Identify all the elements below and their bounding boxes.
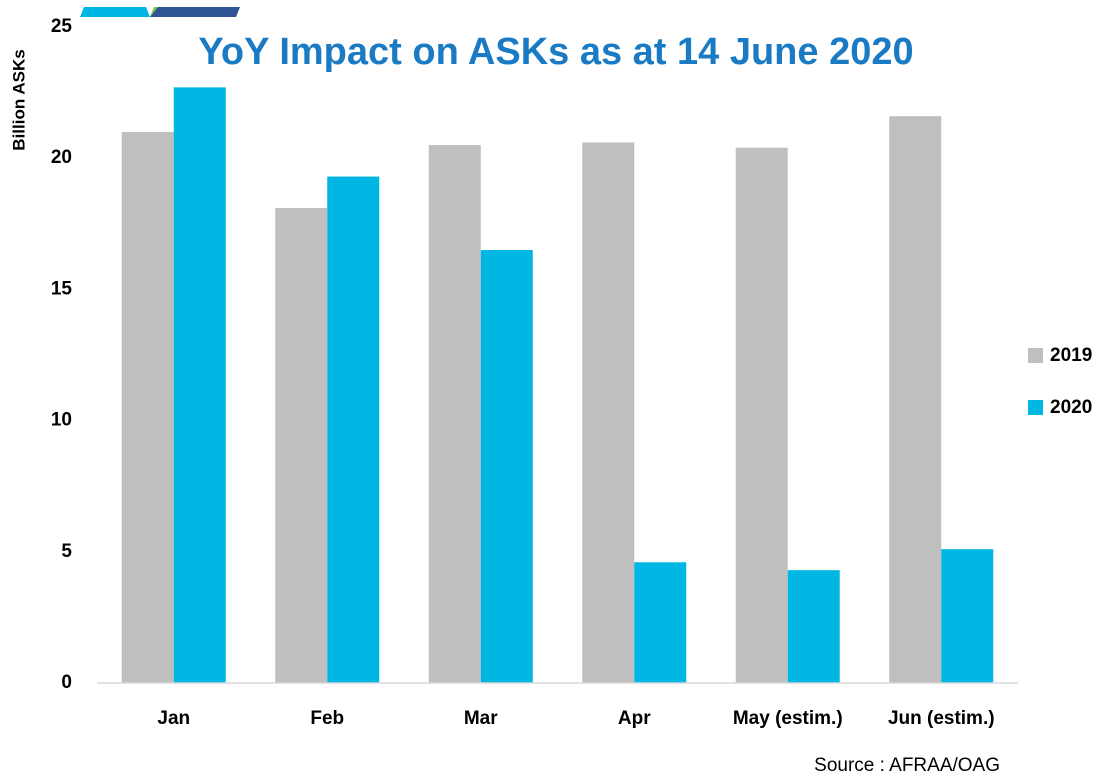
y-axis-label: Billion ASKs (9, 49, 28, 150)
bar (480, 250, 533, 684)
decor-stripe (80, 7, 150, 17)
bar (634, 562, 687, 683)
bar (787, 570, 840, 683)
legend-label: 2019 (1050, 345, 1092, 366)
x-tick-label: May (estim.) (733, 708, 843, 729)
decor-stripe (150, 7, 240, 17)
x-tick-label: Apr (618, 708, 651, 729)
bar (735, 147, 788, 684)
y-tick-label: 5 (61, 541, 72, 562)
bar (889, 116, 942, 683)
bar (121, 131, 174, 683)
y-tick-label: 25 (51, 16, 73, 37)
bar (275, 208, 328, 683)
bar (173, 87, 226, 684)
y-tick-label: 0 (61, 672, 72, 693)
bar (428, 145, 481, 683)
bar (582, 142, 635, 683)
legend-label: 2020 (1050, 397, 1092, 418)
legend-swatch (1028, 348, 1043, 363)
y-tick-label: 20 (51, 147, 72, 168)
bar (941, 549, 994, 683)
y-tick-label: 15 (51, 278, 73, 299)
bar (327, 176, 380, 683)
x-tick-label: Mar (464, 708, 498, 729)
y-tick-label: 10 (51, 410, 72, 431)
legend-swatch (1028, 400, 1043, 415)
x-tick-label: Jun (estim.) (888, 708, 995, 729)
x-tick-label: Jan (157, 708, 190, 729)
chart-title: YoY Impact on ASKs as at 14 June 2020 (198, 31, 913, 73)
x-tick-label: Feb (310, 708, 344, 729)
source: Source : AFRAA/OAG (814, 755, 1000, 776)
